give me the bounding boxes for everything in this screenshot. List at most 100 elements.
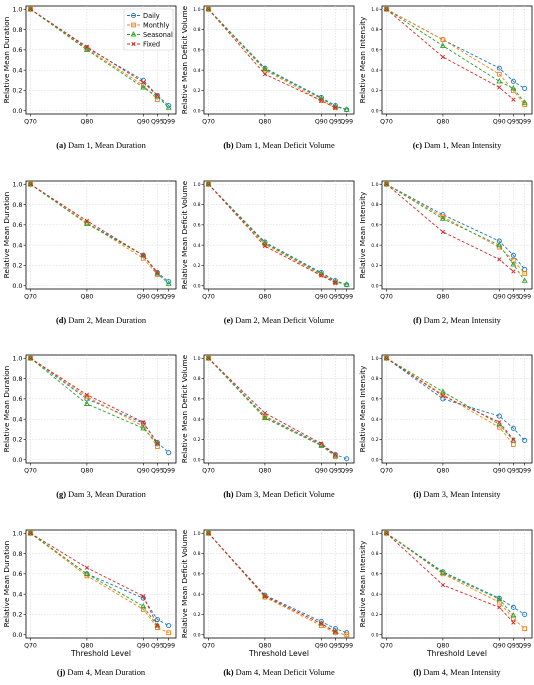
- x-tick-label: Q90: [137, 643, 150, 650]
- y-tick-label: 0.0: [12, 456, 22, 464]
- x-tick-label: Q80: [81, 294, 94, 301]
- data-point: [155, 270, 160, 275]
- series-line-fixed: [208, 183, 336, 284]
- data-point: [84, 44, 90, 49]
- y-tick-label: 0.6: [12, 395, 22, 403]
- x-tick-label: Q95: [507, 294, 520, 301]
- series-line-fixed: [386, 8, 514, 100]
- y-tick-label: 0.8: [371, 551, 378, 557]
- x-tick-label: Q99: [162, 643, 175, 650]
- y-axis-label: Relative Mean Intensity: [358, 191, 367, 278]
- data-point: [440, 393, 446, 398]
- x-tick-label: Q70: [380, 294, 393, 301]
- x-tick-label: Q99: [162, 119, 175, 126]
- y-tick-label: 0.8: [193, 551, 200, 557]
- legend-label-seasonal: Seasonal: [143, 31, 173, 39]
- series-line-seasonal: [208, 357, 336, 457]
- series-line-fixed: [386, 532, 514, 623]
- y-tick-label: 0.6: [12, 221, 22, 229]
- caption-text: Dam 1, Mean Duration: [68, 141, 146, 150]
- caption-label: (a): [56, 141, 66, 150]
- data-point: [155, 93, 160, 98]
- series-line-daily: [208, 183, 347, 286]
- caption-label: (f): [413, 316, 422, 325]
- data-point: [205, 180, 212, 187]
- x-tick-label: Q70: [380, 119, 393, 126]
- data-point: [496, 599, 502, 605]
- series-line-monthly: [30, 357, 158, 447]
- legend-label-daily: Daily: [143, 12, 160, 20]
- legend-label-fixed: Fixed: [143, 40, 160, 48]
- data-point: [131, 22, 136, 28]
- x-tick-label: Q80: [81, 468, 94, 475]
- y-tick-label: 1.0: [12, 354, 22, 362]
- y-tick-label: 0.0: [12, 282, 22, 290]
- data-point: [141, 80, 146, 85]
- series-line-fixed: [30, 183, 158, 273]
- data-point: [510, 604, 516, 610]
- x-tick-label: Q95: [151, 643, 164, 650]
- x-tick-label: Q90: [137, 119, 150, 126]
- x-axis-label: Threshold Level: [248, 649, 309, 658]
- y-tick-label: 0.2: [371, 263, 378, 269]
- series-line-daily: [208, 357, 347, 460]
- caption-text: Dam 3, Mean Duration: [68, 490, 146, 499]
- y-tick-label: 0.2: [193, 437, 200, 443]
- y-tick-label: 1.0: [12, 5, 22, 13]
- y-tick-label: 0.4: [371, 592, 378, 598]
- caption-a: (a) Dam 1, Mean Duration: [12, 141, 190, 150]
- data-point: [28, 7, 33, 12]
- data-point: [165, 104, 172, 110]
- y-tick-label: 0.0: [193, 283, 200, 289]
- data-point: [206, 182, 211, 187]
- x-tick-label: Q80: [437, 643, 450, 650]
- y-tick-label: 0.8: [12, 26, 22, 34]
- data-point: [262, 72, 268, 77]
- data-point: [84, 218, 90, 223]
- y-tick-label: 0.8: [193, 27, 200, 33]
- series-line-monthly: [30, 532, 169, 634]
- x-tick-label: Q70: [202, 643, 215, 650]
- series-line-fixed: [30, 357, 158, 444]
- data-point: [154, 440, 161, 446]
- x-tick-label: Q95: [329, 643, 342, 650]
- data-point: [166, 279, 172, 285]
- y-tick-label: 0.6: [371, 222, 378, 228]
- data-point: [522, 437, 528, 444]
- data-point: [384, 7, 389, 12]
- data-point: [155, 623, 160, 628]
- data-point: [510, 261, 517, 267]
- data-point: [522, 611, 528, 618]
- y-tick-label: 0.2: [12, 611, 22, 619]
- y-tick-label: 1.0: [371, 182, 378, 188]
- caption-b: (b) Dam 1, Mean Deficit Volume: [190, 141, 368, 150]
- x-tick-label: Q90: [315, 643, 328, 650]
- caption-text: Dam 3, Mean Deficit Volume: [235, 490, 335, 499]
- x-tick-label: Q99: [518, 119, 531, 126]
- data-point: [262, 410, 268, 416]
- plot-area: [381, 180, 533, 290]
- x-tick-label: Q90: [493, 119, 506, 126]
- data-point: [511, 269, 516, 274]
- y-tick-label: 0.6: [193, 396, 200, 402]
- legend-label-monthly: Monthly: [143, 21, 169, 29]
- x-tick-label: Q99: [162, 294, 175, 301]
- data-point: [27, 354, 34, 361]
- y-tick-label: 0.2: [371, 612, 378, 618]
- data-point: [206, 531, 211, 536]
- y-tick-label: 0.8: [371, 202, 378, 208]
- data-point: [141, 253, 146, 258]
- x-tick-label: Q95: [329, 119, 342, 126]
- caption-label: (i): [413, 490, 422, 499]
- data-point: [84, 565, 90, 570]
- data-point: [154, 622, 161, 628]
- data-point: [496, 241, 503, 248]
- data-point: [154, 616, 160, 623]
- data-point: [130, 31, 137, 37]
- series-line-daily: [208, 8, 347, 111]
- series-line-seasonal: [30, 8, 169, 109]
- x-tick-label: Q70: [202, 119, 215, 126]
